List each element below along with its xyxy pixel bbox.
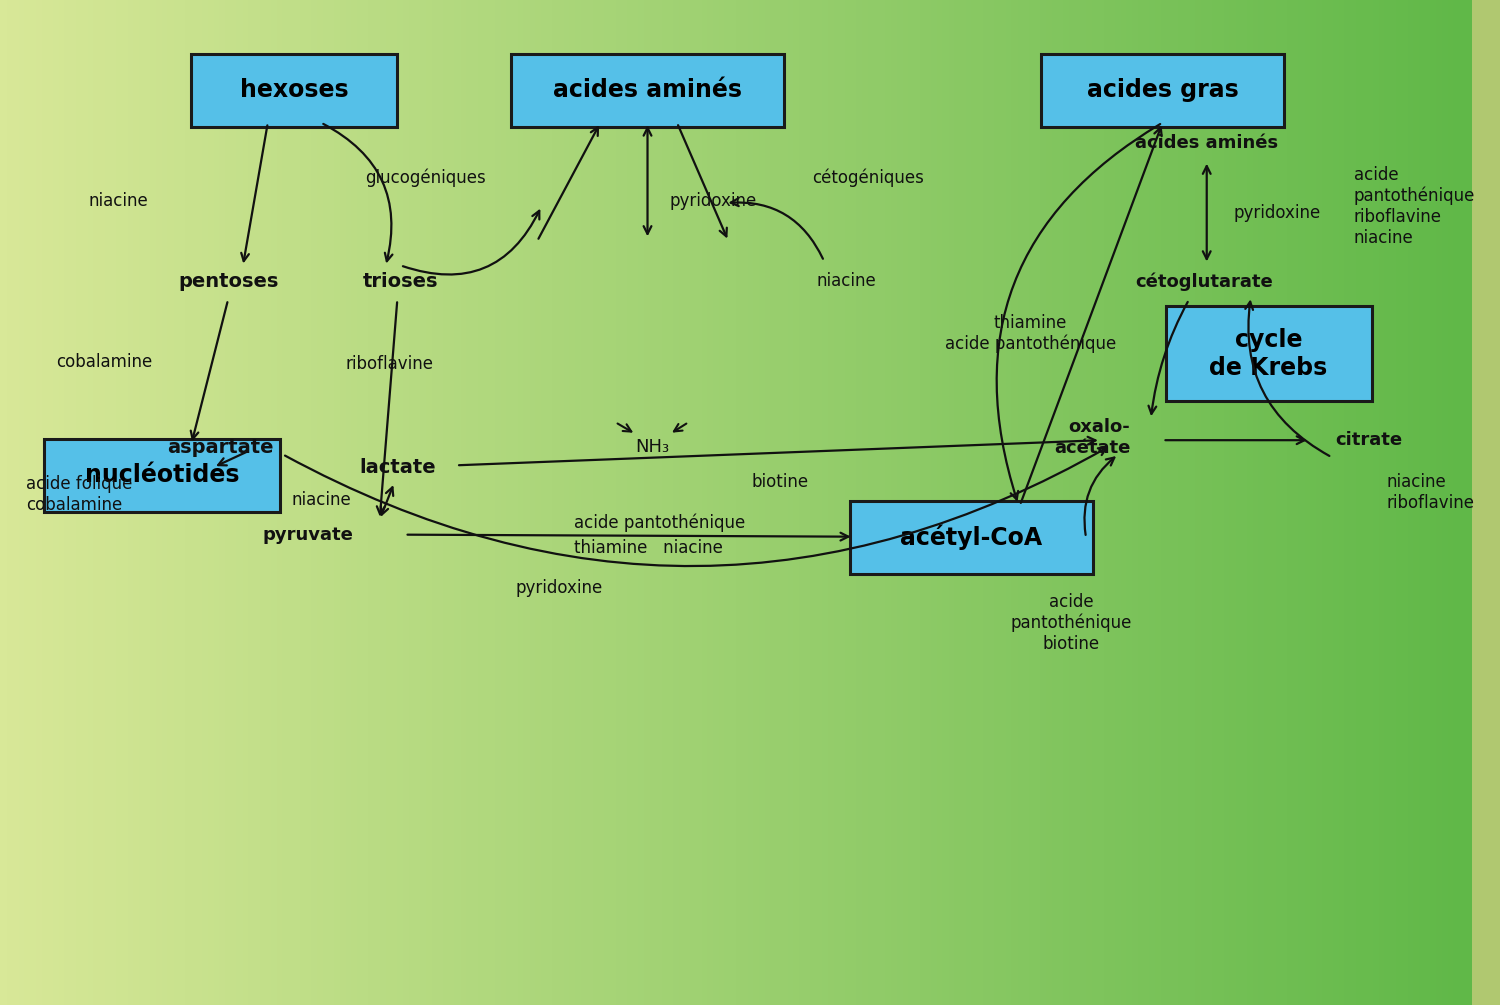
FancyBboxPatch shape — [44, 439, 279, 512]
Text: citrate: citrate — [1335, 431, 1402, 449]
Text: acide pantothénique: acide pantothénique — [574, 514, 746, 532]
Text: thiamine
acide pantothénique: thiamine acide pantothénique — [945, 314, 1116, 354]
Text: acide
pantothénique
riboflavine
niacine: acide pantothénique riboflavine niacine — [1354, 166, 1476, 246]
Text: hexoses: hexoses — [240, 78, 348, 103]
FancyBboxPatch shape — [850, 501, 1092, 574]
Text: biotine: biotine — [752, 473, 808, 491]
Text: pyruvate: pyruvate — [262, 526, 352, 544]
Text: niacine: niacine — [291, 491, 351, 510]
FancyBboxPatch shape — [512, 54, 783, 127]
FancyBboxPatch shape — [1166, 306, 1371, 401]
Text: acétyl-CoA: acétyl-CoA — [900, 525, 1042, 551]
Text: acide folique
cobalamine: acide folique cobalamine — [27, 475, 133, 514]
Text: NH₃: NH₃ — [634, 438, 669, 456]
Text: pyridoxine: pyridoxine — [669, 192, 758, 210]
Text: thiamine   niacine: thiamine niacine — [574, 539, 723, 557]
Text: cycle
de Krebs: cycle de Krebs — [1209, 328, 1328, 380]
Text: cétogéniques: cétogéniques — [813, 169, 924, 187]
Text: pyridoxine: pyridoxine — [516, 579, 603, 597]
Text: nucléotides: nucléotides — [84, 463, 238, 487]
Text: lactate: lactate — [358, 458, 435, 476]
Text: cobalamine: cobalamine — [56, 353, 152, 371]
Text: niacine: niacine — [88, 192, 148, 210]
Text: niacine: niacine — [818, 272, 876, 290]
Text: acide
pantothénique
biotine: acide pantothénique biotine — [1011, 593, 1132, 653]
Text: riboflavine: riboflavine — [346, 355, 433, 373]
Text: cétoglutarate: cétoglutarate — [1136, 272, 1272, 290]
Text: pentoses: pentoses — [178, 272, 279, 290]
Text: acides aminés: acides aminés — [554, 78, 742, 103]
Text: glucogéniques: glucogéniques — [364, 169, 486, 187]
Text: pyridoxine: pyridoxine — [1233, 204, 1320, 222]
Text: acides aminés: acides aminés — [1136, 134, 1278, 152]
FancyBboxPatch shape — [1041, 54, 1284, 127]
Text: niacine
riboflavine: niacine riboflavine — [1386, 473, 1474, 512]
Text: acides gras: acides gras — [1086, 78, 1239, 103]
Text: oxalo-
acétate: oxalo- acétate — [1054, 418, 1130, 456]
Text: trioses: trioses — [363, 272, 438, 290]
FancyBboxPatch shape — [192, 54, 398, 127]
Text: aspartate: aspartate — [168, 438, 274, 456]
